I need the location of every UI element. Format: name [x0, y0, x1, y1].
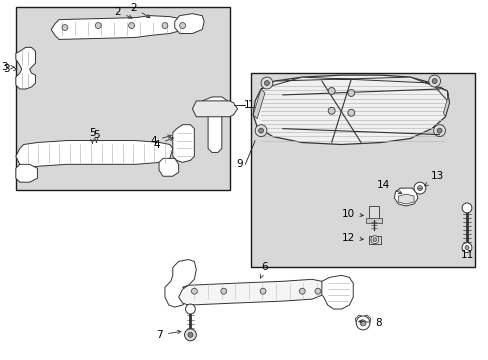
- Polygon shape: [354, 315, 370, 329]
- Circle shape: [260, 288, 265, 294]
- Circle shape: [370, 236, 378, 244]
- Polygon shape: [208, 113, 222, 152]
- Circle shape: [184, 329, 196, 341]
- Text: 3: 3: [1, 62, 14, 72]
- Text: 1: 1: [247, 100, 253, 110]
- Polygon shape: [174, 14, 204, 33]
- Circle shape: [347, 109, 354, 116]
- Circle shape: [314, 288, 320, 294]
- Text: 11: 11: [459, 249, 473, 260]
- Circle shape: [179, 23, 185, 28]
- Polygon shape: [159, 158, 178, 176]
- Circle shape: [187, 332, 192, 337]
- Text: 3: 3: [3, 64, 17, 74]
- Circle shape: [327, 107, 334, 114]
- Polygon shape: [192, 101, 237, 117]
- Text: 5: 5: [89, 127, 96, 143]
- Circle shape: [417, 186, 422, 190]
- Polygon shape: [253, 89, 264, 119]
- Text: 4: 4: [153, 138, 173, 149]
- Text: 2: 2: [130, 3, 150, 18]
- Circle shape: [62, 24, 68, 31]
- Polygon shape: [16, 48, 36, 89]
- Bar: [365, 218, 381, 223]
- Circle shape: [258, 128, 263, 133]
- Polygon shape: [164, 260, 196, 307]
- Circle shape: [327, 87, 334, 94]
- Text: 8: 8: [358, 318, 381, 328]
- Circle shape: [128, 23, 134, 28]
- Circle shape: [185, 304, 195, 314]
- Circle shape: [299, 288, 305, 294]
- Text: 7: 7: [156, 330, 181, 340]
- Polygon shape: [443, 91, 448, 117]
- Text: 12: 12: [341, 233, 363, 243]
- Polygon shape: [172, 125, 194, 162]
- Circle shape: [413, 182, 425, 194]
- Bar: [368, 236, 380, 244]
- Polygon shape: [51, 15, 189, 40]
- Circle shape: [461, 243, 471, 253]
- Text: 9: 9: [236, 159, 243, 169]
- Circle shape: [355, 316, 369, 330]
- Polygon shape: [398, 194, 413, 204]
- Polygon shape: [16, 140, 172, 168]
- Circle shape: [162, 23, 167, 28]
- Text: 14: 14: [377, 180, 401, 194]
- Text: 4: 4: [150, 135, 171, 145]
- Polygon shape: [261, 77, 448, 103]
- Text: 10: 10: [342, 209, 363, 219]
- Circle shape: [428, 75, 440, 87]
- Circle shape: [436, 128, 441, 133]
- Polygon shape: [253, 75, 448, 144]
- Circle shape: [461, 203, 471, 213]
- Polygon shape: [198, 97, 227, 115]
- Text: 1: 1: [244, 100, 250, 110]
- Text: 6: 6: [260, 262, 268, 278]
- Circle shape: [359, 320, 365, 326]
- Circle shape: [464, 246, 468, 249]
- Bar: [368, 206, 378, 220]
- Text: 2: 2: [114, 7, 132, 18]
- Circle shape: [95, 23, 101, 28]
- Circle shape: [221, 288, 226, 294]
- Polygon shape: [394, 188, 417, 206]
- Polygon shape: [178, 279, 325, 305]
- Polygon shape: [321, 275, 352, 309]
- Circle shape: [261, 77, 272, 89]
- Circle shape: [264, 81, 269, 86]
- Text: 13: 13: [424, 171, 443, 186]
- Circle shape: [255, 125, 266, 136]
- Bar: [16, 7, 229, 190]
- Bar: [251, 73, 474, 267]
- Circle shape: [431, 78, 436, 84]
- Text: 5: 5: [93, 130, 100, 142]
- Circle shape: [433, 125, 445, 136]
- Polygon shape: [16, 164, 38, 182]
- Circle shape: [347, 90, 354, 96]
- Circle shape: [191, 288, 197, 294]
- Circle shape: [372, 238, 376, 242]
